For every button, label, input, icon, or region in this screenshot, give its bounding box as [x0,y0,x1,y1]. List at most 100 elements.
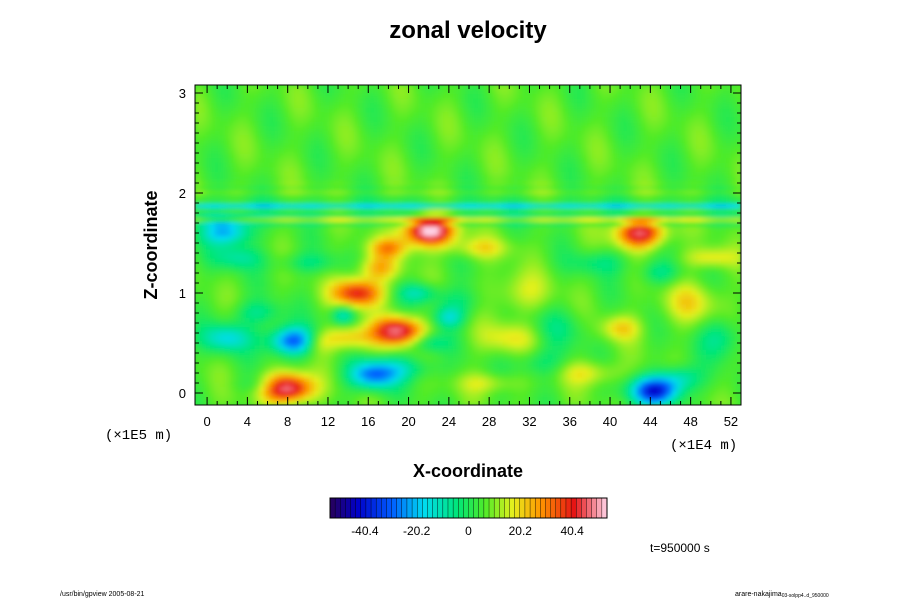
field-cell [324,107,330,114]
field-cell [264,107,271,114]
field-cell [537,322,544,328]
field-cell [299,245,305,251]
field-cell [532,103,539,109]
field-cell [482,245,489,251]
field-cell [304,377,310,383]
field-cell [373,299,380,306]
field-cell [428,139,434,146]
field-cell [458,386,464,392]
field-cell [229,190,236,196]
field-cell [209,217,216,223]
field-cell [413,190,419,196]
field-cell [468,158,474,164]
field-cell [264,126,271,132]
field-cell [428,185,434,191]
field-cell [338,400,345,405]
field-cell [463,331,469,338]
field-cell [274,153,280,159]
field-cell [294,313,300,319]
field-cell [507,336,514,342]
field-cell [522,85,529,91]
field-cell [453,263,459,269]
field-cell [458,345,464,351]
field-cell [229,391,236,397]
field-cell [527,171,534,178]
field-cell [527,336,534,342]
field-cell [224,158,231,164]
field-cell [542,208,549,214]
field-cell [398,213,405,219]
field-cell [204,190,211,196]
field-cell [358,226,365,232]
field-cell [408,295,414,301]
field-cell [294,322,300,328]
field-cell [309,277,315,283]
field-cell [254,199,261,205]
field-cell [358,345,365,351]
field-cell [522,226,529,232]
field-cell [378,272,385,278]
field-cell [517,171,524,178]
field-cell [204,235,211,242]
field-cell [463,199,469,205]
field-cell [259,194,266,200]
field-cell [403,117,410,123]
field-cell [542,258,549,264]
field-cell [492,235,499,242]
field-cell [517,240,524,246]
field-cell [333,286,340,292]
field-cell [542,341,549,347]
field-cell [294,382,300,388]
field-cell [393,203,400,210]
field-cell [542,354,549,360]
field-cell [438,171,444,178]
field-cell [522,190,529,196]
field-cell [348,350,355,356]
field-cell [428,281,434,287]
field-cell [507,400,514,405]
field-cell [304,208,310,214]
field-cell [527,354,534,360]
field-cell [209,345,216,351]
field-cell [214,299,221,306]
field-cell [314,117,320,123]
field-cell [269,190,276,196]
field-cell [388,171,395,178]
field-cell [333,350,340,356]
field-cell [338,176,345,182]
field-cell [403,190,410,196]
field-cell [433,89,439,95]
field-cell [343,350,350,356]
field-cell [527,359,534,365]
field-cell [492,185,499,191]
field-cell [502,226,509,232]
field-cell [507,309,514,315]
field-cell [299,222,305,228]
field-cell [492,126,499,132]
field-cell [229,213,236,219]
field-cell [418,373,424,379]
field-cell [492,139,499,146]
field-cell [502,158,509,164]
field-cell [443,400,449,405]
field-cell [304,89,310,95]
field-cell [448,395,454,402]
field-cell [468,295,474,301]
field-cell [522,98,529,104]
field-cell [249,254,256,260]
field-cell [199,144,206,150]
field-cell [209,208,216,214]
field-cell [507,395,514,402]
field-cell [294,167,300,173]
field-cell [299,117,305,123]
field-cell [497,277,504,283]
field-cell [204,176,211,182]
field-cell [507,350,514,356]
field-cell [234,272,241,278]
field-cell [209,286,216,292]
field-cell [279,162,285,168]
field-cell [314,217,320,223]
field-cell [338,185,345,191]
field-cell [229,299,236,306]
field-cell [373,158,380,164]
